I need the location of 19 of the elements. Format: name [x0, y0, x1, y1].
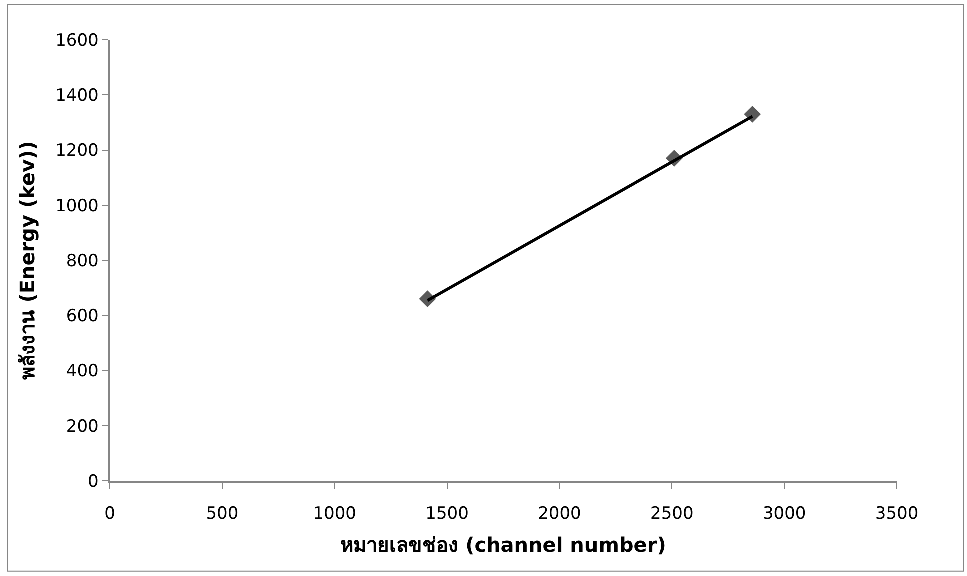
x-tick-label: 1000	[313, 504, 356, 524]
y-tick-label: 400	[66, 362, 99, 382]
y-tick-label: 1400	[56, 86, 99, 106]
x-tick-label: 500	[206, 504, 239, 524]
x-axis-title: หมายเลขช่อง (channel number)	[340, 533, 666, 558]
x-tick-label: 3000	[762, 504, 806, 524]
x-tick-label: 1500	[426, 504, 469, 524]
x-tick-label: 0	[104, 504, 116, 524]
y-tick-label: 800	[66, 251, 99, 272]
x-tick-label: 3500	[875, 504, 919, 524]
y-axis-title: พลังงาน (Energy (kev))	[16, 141, 40, 380]
y-tick-label: 1000	[56, 196, 99, 216]
y-tick-label: 0	[88, 472, 99, 492]
y-tick-label: 200	[66, 416, 99, 437]
x-tick-label: 2500	[650, 504, 694, 524]
y-tick-label: 1600	[56, 30, 99, 51]
y-tick-label: 1200	[56, 141, 99, 162]
y-tick-label: 600	[66, 306, 99, 327]
x-tick-label: 2000	[538, 504, 582, 524]
